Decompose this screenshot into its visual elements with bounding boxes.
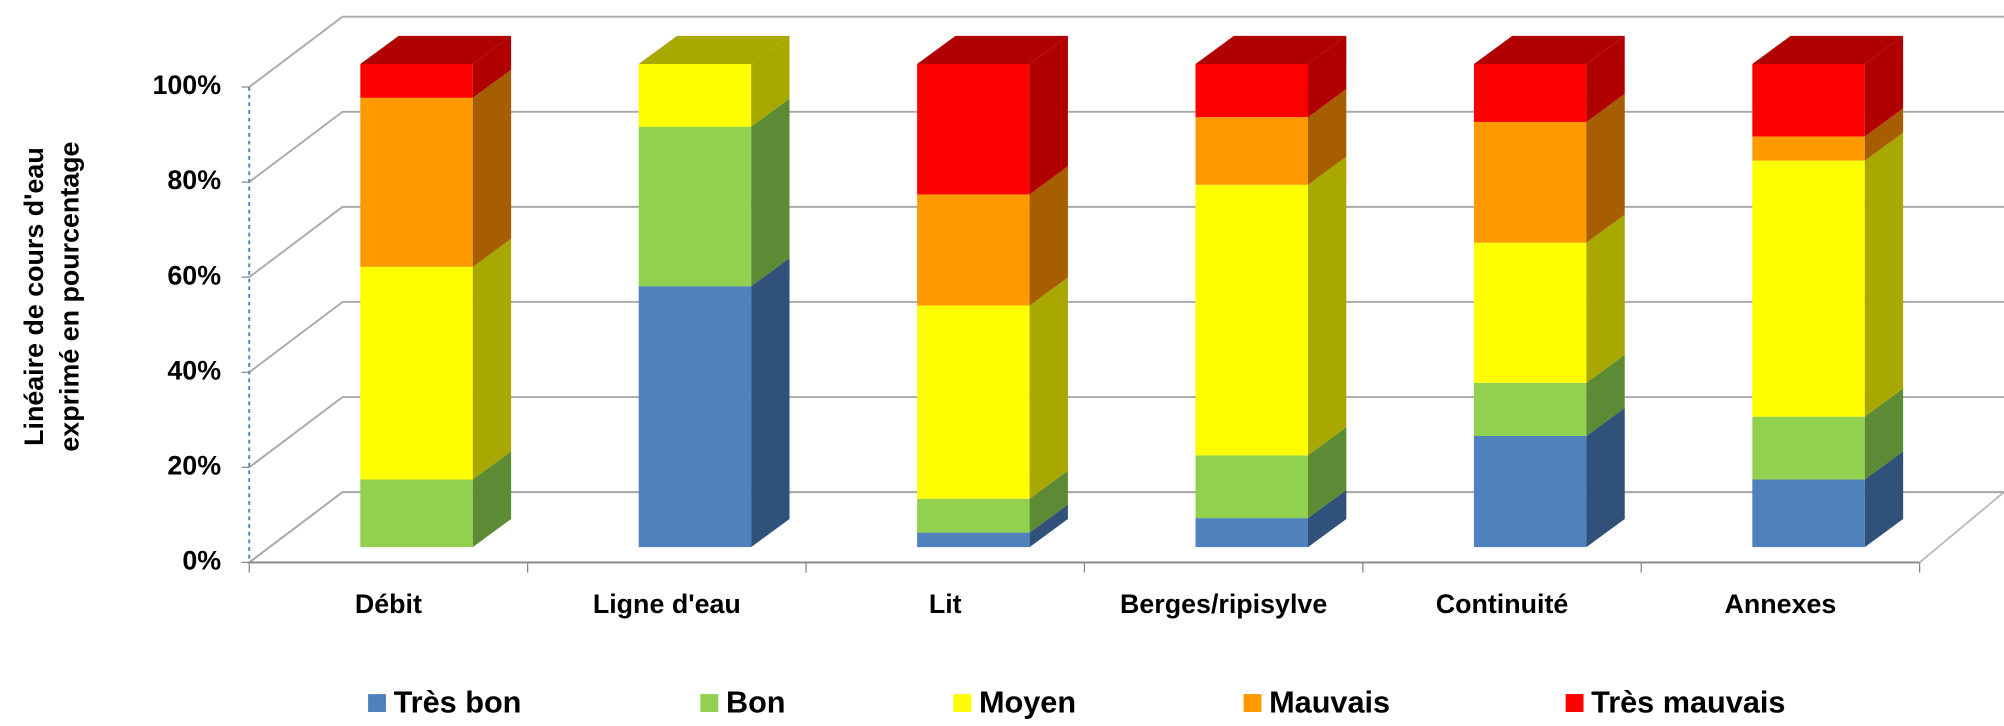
x-tick-label: Berges/ripisylve [1120, 589, 1327, 619]
legend-label: Bon [726, 685, 786, 719]
bar-side [472, 35, 512, 98]
legend-label: Moyen [979, 685, 1076, 719]
bar-side [1864, 388, 1904, 480]
bar-segment [1195, 518, 1308, 548]
bar-segment [638, 126, 752, 287]
grid-line [248, 110, 2004, 183]
bar-side [472, 451, 512, 548]
grid-line [248, 301, 2004, 374]
bar-side [1307, 35, 1347, 118]
bar-top [917, 35, 1068, 64]
grid-line [248, 396, 2004, 469]
bar-segment [360, 479, 473, 548]
floor [246, 491, 2004, 564]
bar-segment [1752, 160, 1865, 417]
grid-line [248, 491, 2004, 564]
bar-side [751, 35, 790, 127]
bar-top [1473, 35, 1625, 64]
x-tick-label: Ligne d'eau [593, 589, 741, 619]
bar-side [472, 238, 512, 480]
bar-segment [1473, 121, 1587, 243]
bar-side [1029, 277, 1068, 499]
bar-side [472, 69, 512, 267]
bar-segment [360, 97, 473, 267]
x-tick-label: Débit [355, 589, 422, 619]
grid-line [248, 15, 2004, 88]
bar-segment [1752, 63, 1865, 137]
bar-segment [360, 63, 473, 98]
y-axis-title-line: Linéaire de cours d'eau [19, 147, 49, 446]
bar-top [638, 35, 790, 64]
bar-top [360, 35, 512, 64]
x-tick-label: Annexes [1725, 589, 1837, 619]
bar-side [751, 98, 790, 287]
bar-side [751, 258, 790, 548]
x-tick-label: Lit [929, 589, 962, 619]
legend-swatch [1243, 694, 1262, 712]
x-tick-label: Continuité [1436, 589, 1569, 619]
bar-top [1195, 35, 1347, 64]
bar-side [1586, 35, 1625, 122]
bar-side [1864, 108, 1904, 161]
bar-side [1307, 89, 1347, 185]
bar-segment [917, 498, 1030, 533]
bar-side [1586, 354, 1625, 436]
bar-side [1586, 407, 1625, 548]
bar-segment [638, 286, 752, 548]
bar-side [1307, 156, 1347, 456]
bar-side [1029, 166, 1068, 306]
y-axis-title-line: exprimé en pourcentage [55, 142, 85, 452]
bar-side [1864, 451, 1904, 548]
y-tick-label: 100% [152, 70, 221, 100]
bar-side [1864, 35, 1904, 137]
legend-label: Mauvais [1269, 685, 1390, 719]
bar-segment [1752, 416, 1865, 480]
bar-segment [917, 194, 1030, 306]
legend-swatch [700, 694, 719, 712]
bar-segment [1473, 242, 1587, 383]
bar-segment [1752, 136, 1865, 161]
bar-segment [917, 63, 1030, 195]
grid-line [248, 205, 2004, 278]
bar-side [1586, 93, 1625, 243]
legend-swatch [1565, 694, 1584, 712]
bar-side [1307, 427, 1347, 519]
y-tick-label: 80% [167, 165, 221, 195]
bar-segment [917, 532, 1030, 548]
y-axis-title: Linéaire de cours d'eau exprimé en pourc… [19, 142, 85, 452]
y-tick-label: 20% [167, 450, 221, 480]
bar-side [1029, 504, 1068, 548]
bar-segment [1195, 184, 1308, 456]
bar-side [1029, 470, 1068, 533]
bar-side [1864, 132, 1904, 417]
bar-segment [638, 63, 752, 127]
bar-segment [1195, 117, 1308, 185]
bar-segment [1473, 63, 1587, 122]
bar-side [1029, 35, 1068, 195]
bar-side [1586, 214, 1625, 383]
bar-segment [1195, 455, 1308, 519]
legend-label: Très bon [394, 685, 522, 719]
bar-segment [360, 266, 473, 480]
legend-label: Très mauvais [1591, 685, 1785, 719]
y-tick-label: 40% [167, 355, 221, 385]
y-tick-label: 60% [167, 260, 221, 290]
bar-top [1752, 35, 1904, 64]
bar-segment [1752, 479, 1865, 548]
bar-segment [1195, 63, 1308, 118]
legend-swatch [368, 694, 386, 712]
legend-swatch [953, 694, 972, 712]
bar-side [1307, 489, 1347, 548]
bar-segment [1473, 435, 1587, 548]
bar-segment [1473, 382, 1587, 436]
bar-segment [917, 305, 1030, 499]
y-tick-label: 0% [182, 546, 221, 576]
